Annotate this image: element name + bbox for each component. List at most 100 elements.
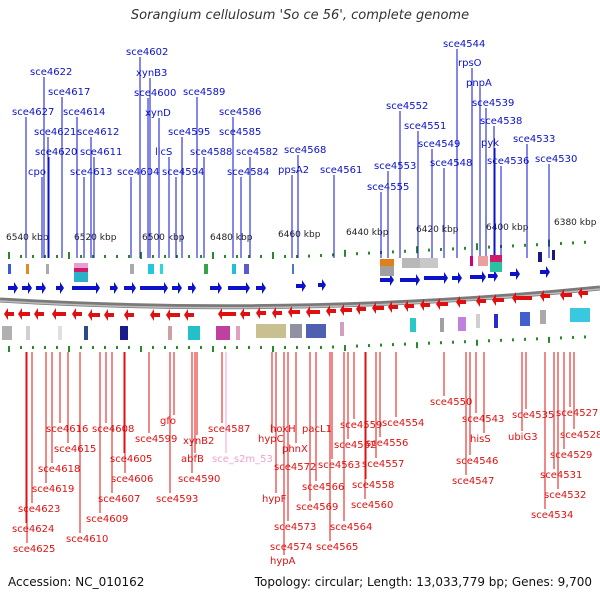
forward-gene-label[interactable]: cpo [28, 167, 46, 178]
reverse-gene-label[interactable]: sce4554 [382, 418, 424, 429]
reverse-gene-label[interactable]: sce4543 [462, 414, 504, 425]
reverse-gene-label[interactable]: hisS [470, 434, 491, 445]
forward-gene-label[interactable]: sce4548 [430, 158, 472, 169]
reverse-gene-arrow[interactable] [256, 307, 266, 319]
forward-gene-label[interactable]: sce4584 [227, 167, 269, 178]
reverse-gene-arrow[interactable] [272, 307, 282, 319]
forward-gene-arrow[interactable] [124, 282, 136, 294]
reverse-gene-label[interactable]: sce4565 [316, 542, 358, 553]
reverse-gene-arrow[interactable] [540, 290, 550, 302]
reverse-gene-label[interactable]: phnX [282, 444, 308, 455]
reverse-gene-label[interactable]: sce4615 [54, 444, 96, 455]
reverse-gene-arrow[interactable] [512, 292, 532, 304]
reverse-gene-arrow[interactable] [476, 295, 486, 307]
forward-gene-arrow[interactable] [424, 272, 448, 284]
reverse-gene-arrow[interactable] [404, 300, 414, 312]
reverse-gene-label[interactable]: sce4587 [208, 424, 250, 435]
forward-gene-label[interactable]: sce4555 [367, 182, 409, 193]
forward-gene-label[interactable]: sce4620 [35, 147, 77, 158]
reverse-gene-label[interactable]: sce4593 [156, 494, 198, 505]
reverse-gene-label[interactable]: sce4531 [540, 470, 582, 481]
reverse-gene-label[interactable]: sce4616 [46, 424, 88, 435]
reverse-gene-arrow[interactable] [88, 309, 100, 321]
reverse-gene-label[interactable]: sce4547 [452, 476, 494, 487]
reverse-gene-label[interactable]: sce4624 [12, 524, 54, 535]
reverse-gene-label[interactable]: sce4572 [274, 462, 316, 473]
forward-gene-label[interactable]: rpsO [458, 58, 482, 69]
reverse-gene-arrow[interactable] [288, 306, 300, 318]
reverse-gene-arrow[interactable] [34, 308, 44, 320]
forward-gene-label[interactable]: sce4586 [219, 107, 261, 118]
reverse-gene-label[interactable]: pacL1 [302, 424, 332, 435]
reverse-gene-arrow[interactable] [420, 299, 430, 311]
forward-gene-label[interactable]: sce4549 [418, 139, 460, 150]
reverse-gene-label[interactable]: sce4564 [330, 522, 372, 533]
forward-gene-label[interactable]: licS [155, 147, 172, 158]
forward-gene-label[interactable]: sce4594 [162, 167, 204, 178]
reverse-gene-arrow[interactable] [306, 306, 320, 318]
reverse-gene-arrow[interactable] [456, 296, 466, 308]
reverse-gene-label[interactable]: sce4560 [351, 500, 393, 511]
reverse-gene-label[interactable]: sce4556 [366, 438, 408, 449]
reverse-gene-label[interactable]: abfB [181, 454, 204, 465]
forward-gene-arrow[interactable] [380, 274, 394, 286]
forward-gene-label[interactable]: sce4622 [30, 67, 72, 78]
reverse-gene-label[interactable]: sce4619 [32, 484, 74, 495]
reverse-gene-label[interactable]: sce4607 [98, 494, 140, 505]
forward-gene-arrow[interactable] [540, 266, 550, 278]
forward-gene-label[interactable]: sce4613 [70, 167, 112, 178]
reverse-gene-label[interactable]: sce4573 [274, 522, 316, 533]
forward-gene-label[interactable]: sce4553 [374, 161, 416, 172]
reverse-gene-arrow[interactable] [124, 309, 134, 321]
reverse-gene-arrow[interactable] [4, 308, 14, 320]
reverse-gene-arrow[interactable] [340, 304, 352, 316]
reverse-gene-label[interactable]: sce4605 [110, 454, 152, 465]
reverse-gene-label[interactable]: sce4558 [352, 480, 394, 491]
forward-gene-label[interactable]: sce4544 [443, 39, 485, 50]
forward-gene-arrow[interactable] [140, 282, 168, 294]
forward-gene-arrow[interactable] [256, 282, 266, 294]
forward-gene-label[interactable]: sce4533 [513, 134, 555, 145]
reverse-gene-label[interactable]: sce4563 [318, 460, 360, 471]
reverse-gene-label[interactable]: ubiG3 [508, 432, 538, 443]
forward-gene-label[interactable]: sce4538 [480, 116, 522, 127]
forward-gene-label[interactable]: sce4551 [404, 121, 446, 132]
forward-gene-label[interactable]: sce4561 [320, 165, 362, 176]
reverse-gene-arrow[interactable] [492, 294, 504, 306]
reverse-gene-arrow[interactable] [560, 289, 572, 301]
forward-gene-label[interactable]: sce4585 [219, 127, 261, 138]
forward-gene-label[interactable]: sce4595 [168, 127, 210, 138]
reverse-gene-label[interactable]: sce4528 [560, 430, 600, 441]
reverse-gene-label[interactable]: sce4623 [18, 504, 60, 515]
reverse-gene-label[interactable]: xynB2 [183, 436, 214, 447]
forward-gene-arrow[interactable] [210, 282, 222, 294]
reverse-gene-label[interactable]: hypF [262, 494, 287, 505]
reverse-gene-arrow[interactable] [218, 308, 236, 320]
reverse-gene-arrow[interactable] [240, 308, 250, 320]
forward-gene-arrow[interactable] [318, 279, 326, 291]
forward-gene-label[interactable]: sce4582 [236, 147, 278, 158]
reverse-gene-label[interactable]: sce4599 [135, 434, 177, 445]
forward-gene-arrow[interactable] [488, 270, 498, 282]
reverse-gene-arrow[interactable] [166, 309, 180, 321]
reverse-gene-label[interactable]: sce4566 [302, 482, 344, 493]
reverse-gene-label[interactable]: sce4535 [512, 410, 554, 421]
reverse-gene-label[interactable]: hypC [258, 434, 284, 445]
forward-gene-label[interactable]: sce4602 [126, 47, 168, 58]
reverse-gene-arrow[interactable] [72, 308, 82, 320]
reverse-gene-label[interactable]: gfo [160, 416, 176, 427]
forward-gene-arrow[interactable] [470, 271, 486, 283]
reverse-gene-arrow[interactable] [388, 301, 398, 313]
forward-gene-label[interactable]: pnpA [466, 78, 492, 89]
reverse-gene-arrow[interactable] [184, 309, 194, 321]
forward-gene-label[interactable]: sce4568 [284, 145, 326, 156]
forward-gene-label[interactable]: sce4614 [63, 107, 105, 118]
reverse-gene-label[interactable]: sce_s2m_53 [212, 454, 273, 465]
forward-gene-label[interactable]: sce4617 [48, 87, 90, 98]
reverse-gene-label[interactable]: sce4562 [334, 440, 376, 451]
reverse-gene-label[interactable]: hoxH [270, 424, 296, 435]
reverse-gene-arrow[interactable] [578, 287, 588, 299]
reverse-gene-label[interactable]: sce4590 [178, 474, 220, 485]
forward-gene-label[interactable]: sce4552 [386, 101, 428, 112]
forward-gene-arrow[interactable] [228, 282, 250, 294]
